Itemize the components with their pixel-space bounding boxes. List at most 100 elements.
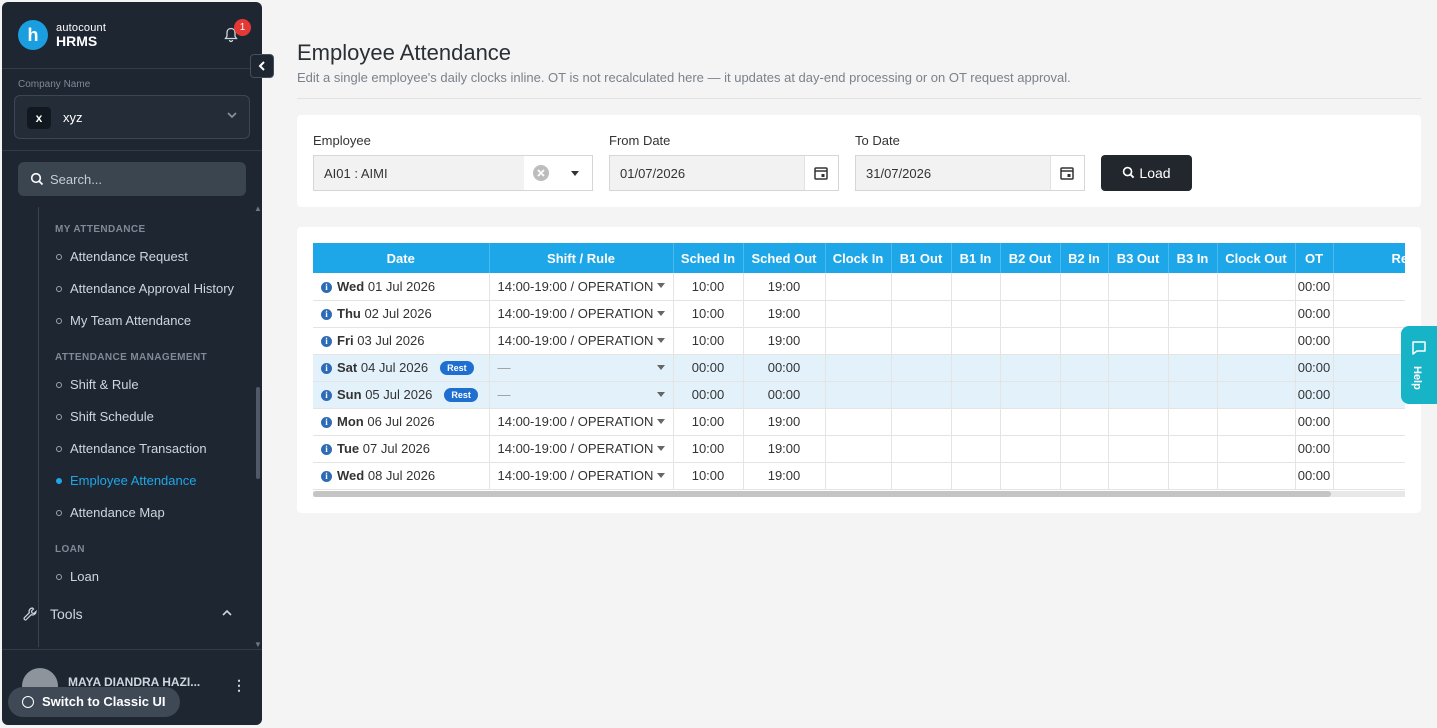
calendar-icon[interactable] xyxy=(1050,156,1084,190)
remarks-cell[interactable] xyxy=(1333,381,1405,409)
shift-select[interactable]: — xyxy=(489,381,674,409)
sidebar-item-attendance-approval-history[interactable]: Attendance Approval History xyxy=(56,281,234,296)
brand-logo[interactable]: h autocount HRMS xyxy=(18,20,106,50)
search-input[interactable]: Search... xyxy=(18,162,246,196)
b3-out-cell[interactable] xyxy=(1108,300,1169,328)
sidebar-item-shift-schedule[interactable]: Shift Schedule xyxy=(56,409,154,424)
b1-out-cell[interactable] xyxy=(891,381,952,409)
help-button[interactable]: Help xyxy=(1401,326,1437,404)
clock-in-cell[interactable] xyxy=(825,408,892,436)
b1-out-cell[interactable] xyxy=(891,327,952,355)
b1-in-cell[interactable] xyxy=(951,408,1001,436)
clock-out-cell[interactable] xyxy=(1217,381,1296,409)
clock-out-cell[interactable] xyxy=(1217,408,1296,436)
column-header[interactable]: Clock In xyxy=(825,243,892,273)
b2-in-cell[interactable] xyxy=(1060,381,1109,409)
b3-out-cell[interactable] xyxy=(1108,354,1169,382)
sidebar-item-attendance-request[interactable]: Attendance Request xyxy=(56,249,188,264)
b2-in-cell[interactable] xyxy=(1060,462,1109,490)
b3-in-cell[interactable] xyxy=(1168,462,1218,490)
chevron-up-icon[interactable] xyxy=(220,606,234,623)
b3-in-cell[interactable] xyxy=(1168,354,1218,382)
b2-in-cell[interactable] xyxy=(1060,435,1109,463)
shift-select[interactable]: — xyxy=(489,354,674,382)
attendance-grid[interactable]: Date Shift / Rule Sched In Sched Out Clo… xyxy=(313,243,1405,497)
b1-out-cell[interactable] xyxy=(891,354,952,382)
sidebar-item-my-team-attendance[interactable]: My Team Attendance xyxy=(56,313,191,328)
info-icon[interactable]: i xyxy=(321,444,332,455)
scroll-up-icon[interactable]: ▲ xyxy=(254,204,262,213)
clock-out-cell[interactable] xyxy=(1217,435,1296,463)
b3-in-cell[interactable] xyxy=(1168,435,1218,463)
from-date-input[interactable]: 01/07/2026 xyxy=(609,155,839,191)
b3-in-cell[interactable] xyxy=(1168,381,1218,409)
remarks-cell[interactable] xyxy=(1333,462,1405,490)
clock-in-cell[interactable] xyxy=(825,381,892,409)
b2-out-cell[interactable] xyxy=(1000,354,1061,382)
column-header[interactable]: B3 In xyxy=(1168,243,1218,273)
clock-in-cell[interactable] xyxy=(825,462,892,490)
info-icon[interactable]: i xyxy=(321,363,332,374)
remarks-cell[interactable] xyxy=(1333,435,1405,463)
employee-select[interactable]: AI01 : AIMI xyxy=(313,155,593,191)
column-header[interactable]: Shift / Rule xyxy=(489,243,674,273)
column-header[interactable]: Sched In xyxy=(673,243,744,273)
b2-out-cell[interactable] xyxy=(1000,381,1061,409)
clock-in-cell[interactable] xyxy=(825,273,892,301)
sidebar-item-employee-attendance[interactable]: Employee Attendance xyxy=(56,473,196,488)
remarks-cell[interactable] xyxy=(1333,300,1405,328)
b3-in-cell[interactable] xyxy=(1168,408,1218,436)
shift-select[interactable]: 14:00-19:00 / OPERATION xyxy=(489,273,674,301)
load-button[interactable]: Load xyxy=(1101,155,1192,191)
column-header[interactable]: OT xyxy=(1295,243,1334,273)
more-vertical-icon[interactable]: ⋮ xyxy=(232,677,246,693)
clear-icon[interactable] xyxy=(532,164,550,182)
switch-classic-ui-button[interactable]: Switch to Classic UI xyxy=(8,687,180,717)
clock-out-cell[interactable] xyxy=(1217,273,1296,301)
b2-out-cell[interactable] xyxy=(1000,327,1061,355)
b1-in-cell[interactable] xyxy=(951,327,1001,355)
b2-out-cell[interactable] xyxy=(1000,273,1061,301)
b2-in-cell[interactable] xyxy=(1060,300,1109,328)
collapse-sidebar-button[interactable] xyxy=(250,54,274,78)
column-header[interactable]: Clock Out xyxy=(1217,243,1296,273)
clock-out-cell[interactable] xyxy=(1217,354,1296,382)
to-date-input[interactable]: 31/07/2026 xyxy=(855,155,1085,191)
b3-out-cell[interactable] xyxy=(1108,381,1169,409)
info-icon[interactable]: i xyxy=(321,417,332,428)
b1-in-cell[interactable] xyxy=(951,435,1001,463)
sidebar-scrollbar[interactable] xyxy=(256,387,260,479)
column-header[interactable]: B3 Out xyxy=(1108,243,1169,273)
remarks-cell[interactable] xyxy=(1333,327,1405,355)
column-header[interactable]: Remarks xyxy=(1333,243,1405,273)
shift-select[interactable]: 14:00-19:00 / OPERATION xyxy=(489,300,674,328)
b2-in-cell[interactable] xyxy=(1060,327,1109,355)
clock-in-cell[interactable] xyxy=(825,354,892,382)
b3-out-cell[interactable] xyxy=(1108,462,1169,490)
b2-in-cell[interactable] xyxy=(1060,273,1109,301)
clock-out-cell[interactable] xyxy=(1217,300,1296,328)
sidebar-item-tools[interactable]: Tools xyxy=(22,606,83,622)
shift-select[interactable]: 14:00-19:00 / OPERATION xyxy=(489,435,674,463)
remarks-cell[interactable] xyxy=(1333,408,1405,436)
b2-in-cell[interactable] xyxy=(1060,408,1109,436)
clock-in-cell[interactable] xyxy=(825,435,892,463)
b2-out-cell[interactable] xyxy=(1000,435,1061,463)
column-header[interactable]: B2 Out xyxy=(1000,243,1061,273)
b3-out-cell[interactable] xyxy=(1108,408,1169,436)
sidebar-item-attendance-transaction[interactable]: Attendance Transaction xyxy=(56,441,207,456)
sidebar-item-loan[interactable]: Loan xyxy=(56,569,99,584)
sidebar-item-shift-rule[interactable]: Shift & Rule xyxy=(56,377,139,392)
info-icon[interactable]: i xyxy=(321,336,332,347)
scroll-down-icon[interactable]: ▼ xyxy=(254,640,262,649)
b1-out-cell[interactable] xyxy=(891,300,952,328)
b3-out-cell[interactable] xyxy=(1108,327,1169,355)
b3-out-cell[interactable] xyxy=(1108,273,1169,301)
column-header[interactable]: Sched Out xyxy=(743,243,826,273)
clock-in-cell[interactable] xyxy=(825,300,892,328)
b2-out-cell[interactable] xyxy=(1000,408,1061,436)
b1-in-cell[interactable] xyxy=(951,354,1001,382)
b3-in-cell[interactable] xyxy=(1168,300,1218,328)
remarks-cell[interactable] xyxy=(1333,354,1405,382)
b2-in-cell[interactable] xyxy=(1060,354,1109,382)
